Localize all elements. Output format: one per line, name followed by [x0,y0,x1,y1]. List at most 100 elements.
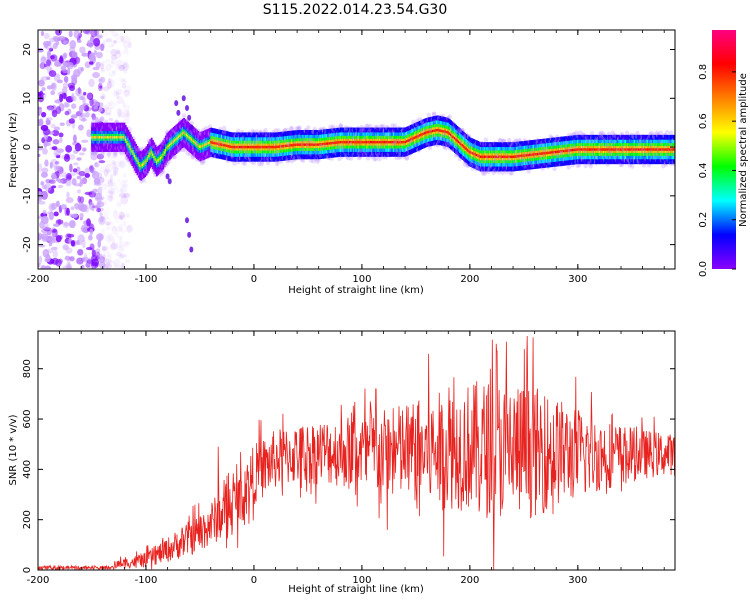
spectrogram-halo-cell [100,151,105,157]
spectrogram-ridge-cell [269,145,272,149]
spectrogram-ridge-cell [185,133,188,137]
spectrogram-noise-cell [41,56,49,61]
x-tick-label: -100 [135,274,158,285]
spectrogram-noise-cell [59,136,63,144]
spectrogram-ridge-cell [408,139,411,142]
spectrogram-ridge-cell [187,134,189,138]
spectrogram-halo-cell [158,171,163,177]
spectrogram-noise-cell [121,39,126,47]
spectrogram-noise-cell [122,59,128,66]
spectrogram-noise-cell [110,58,114,65]
spectrogram-noise-cell [116,107,123,115]
spectrogram-halo-cell [566,164,571,170]
spectrogram-feature-cell [184,217,189,224]
spectrogram-noise-cell [108,194,114,202]
spectrogram-noise-cell [123,35,131,44]
spectrogram-noise-cell [80,118,87,122]
spectrogram-noise-cell [108,77,112,83]
spectrogram-halo-cell [392,123,398,129]
spectrogram-noise-cell [106,190,114,199]
spectrogram-halo-cell [506,137,512,143]
spectrogram-ridge-cell [206,142,209,145]
spectrogram-noise-cell [119,112,127,119]
spectrogram-noise-cell [66,174,72,180]
spectrogram-halo-cell [460,127,465,133]
spectrogram-noise-cell [57,219,62,225]
spectrogram-noise-cell [65,247,73,254]
spectrogram-noise-cell [122,241,130,246]
x-tick-label: 100 [352,274,371,285]
spectrogram-noise-cell [100,41,106,48]
spectrogram-noise-cell [110,190,114,197]
spectrogram-noise-cell [81,52,89,57]
spectrogram-noise-cell [119,76,123,82]
spectrogram-noise-cell [57,35,66,41]
spectrogram-noise-cell [98,160,106,164]
spectrogram-noise-cell [38,244,46,248]
spectrogram-noise-cell [118,211,126,220]
spectrogram-ridge-cell [180,133,183,136]
spectrogram-noise-cell [112,169,118,176]
spectrogram-halo-cell [583,163,588,169]
spectrogram-halo-cell [221,125,227,131]
spectrogram-ridge-cell [365,140,368,144]
spectrogram-noise-cell [71,51,78,59]
spectrogram-noise-cell [110,225,116,231]
spectrogram-noise-cell [84,30,92,35]
snr-y-label: SNR (10 * v/v) [8,414,19,485]
spectrogram-noise-cell [46,235,55,242]
spectrogram-ridge-cell [139,164,141,167]
spectrogram-ridge-cell [135,157,138,160]
spectrogram-ridge-cell [312,143,315,146]
spectrogram-noise-cell [78,104,84,114]
spectrogram-ridge-cell [114,136,117,139]
spectrogram-noise-cell [100,60,107,66]
spectrogram-halo-cell [242,160,248,166]
spectrogram-noise-cell [101,94,106,101]
spectrogram-noise-cell [99,167,107,173]
spectrogram-ridge-cell [124,138,127,141]
spectrogram-ridge-cell [325,142,328,145]
spectrogram-noise-cell [115,88,123,95]
spectrogram-noise-cell [108,79,115,83]
spectrogram-noise-cell [90,113,95,118]
spectrogram-feature-cell [189,124,194,131]
spectrogram-noise-cell [102,216,110,221]
spectrogram-noise-cell [43,227,52,232]
spectrogram-feature-cell [187,231,192,238]
spectrogram-ridge-cell [371,140,373,144]
spectrogram-noise-cell [59,122,65,127]
spectrogram-noise-cell [38,191,43,198]
spectrogram-noise-cell [63,76,69,83]
spectrogram-noise-cell [116,49,120,55]
spectrogram-ridge-cell [165,148,167,152]
spectrogram-halo-cell [306,125,311,131]
spectrogram-noise-cell [41,184,48,190]
spectrogram-noise-cell [115,63,121,71]
spectrogram-noise-cell [118,235,123,240]
spectrogram-noise-cell [89,228,94,235]
spectrogram-halo-cell [377,156,382,162]
spectrogram-noise-cell [110,57,117,65]
spectrogram-noise-cell [53,61,62,67]
spectrogram-noise-cell [55,219,64,225]
spectrogram-halo-cell [199,160,205,166]
spectrogram-ridge-cell [451,134,454,138]
spectrogram-feature-cell [165,173,170,180]
spectrogram-ridge-cell [189,137,192,140]
spectrogram-noise-cell [102,246,107,251]
spectrogram-noise-cell [127,41,132,49]
spectrogram-noise-cell [123,40,129,49]
spectrogram-halo-cell [338,123,343,129]
spectrogram-halo-cell [181,113,187,119]
spectrogram-ridge-cell [179,134,182,137]
spectrogram-noise-cell [79,212,84,219]
spectrogram-ridge-cell [97,136,100,139]
spectrogram-noise-cell [97,186,103,196]
spectrogram-noise-cell [45,117,50,126]
spectrogram-ridge-cell [109,136,112,139]
spectrogram-ridge-cell [301,143,303,146]
chart-title: S115.2022.014.23.54.G30 [263,2,448,18]
spectrogram-noise-cell [55,154,61,159]
spectrogram-noise-cell [76,39,82,44]
